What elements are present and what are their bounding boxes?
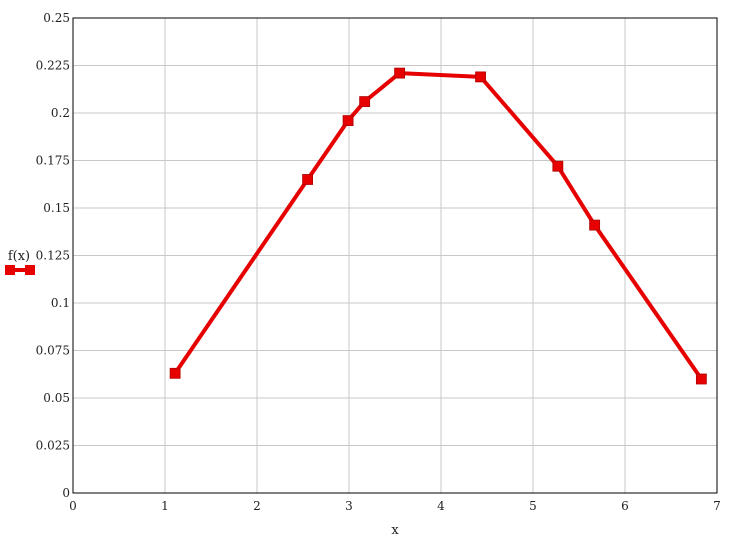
x-tick-label: 7 — [713, 499, 721, 513]
data-point — [342, 115, 354, 126]
plot-frame — [72, 17, 718, 494]
y-tick-label: 0.175 — [36, 154, 70, 168]
y-tick-label: 0.15 — [43, 201, 70, 215]
data-point — [359, 96, 371, 107]
y-tick-label: 0.075 — [36, 344, 70, 358]
legend-marker — [5, 265, 15, 275]
data-point — [475, 71, 486, 83]
y-tick-label: 0.1 — [51, 296, 70, 310]
data-point — [552, 160, 564, 172]
x-tick-label: 5 — [529, 499, 537, 513]
y-tick-label: 0.025 — [36, 439, 70, 453]
x-axis-title: x — [391, 523, 399, 538]
series-layer — [169, 67, 707, 385]
data-point — [169, 367, 181, 379]
data-point — [589, 219, 601, 231]
data-point — [394, 67, 406, 79]
legend: f(x) — [5, 249, 35, 275]
y-tick-label: 0 — [62, 486, 70, 500]
legend-marker — [25, 265, 35, 275]
y-tick-label: 0.125 — [36, 249, 70, 263]
x-tick-label: 2 — [253, 499, 261, 513]
data-point — [695, 373, 707, 385]
y-tick-label: 0.225 — [36, 59, 70, 73]
series-line — [173, 71, 704, 381]
x-tick-label: 4 — [437, 499, 445, 513]
legend-label: f(x) — [8, 249, 30, 264]
y-tick-label: 0.2 — [51, 106, 70, 120]
data-point — [302, 174, 314, 185]
x-tick-labels: 0 1 2 3 4 5 6 7 — [69, 499, 721, 513]
y-tick-label: 0.05 — [43, 391, 70, 405]
grid — [72, 17, 718, 494]
x-tick-label: 6 — [621, 499, 629, 513]
x-tick-label: 0 — [69, 499, 77, 513]
y-tick-labels: 0 0.025 0.05 0.075 0.1 0.125 0.15 0.175 0.2 0.225… — [36, 11, 70, 500]
x-tick-label: 3 — [345, 499, 353, 513]
x-tick-label: 1 — [161, 499, 169, 513]
y-tick-label: 0.25 — [43, 11, 70, 25]
